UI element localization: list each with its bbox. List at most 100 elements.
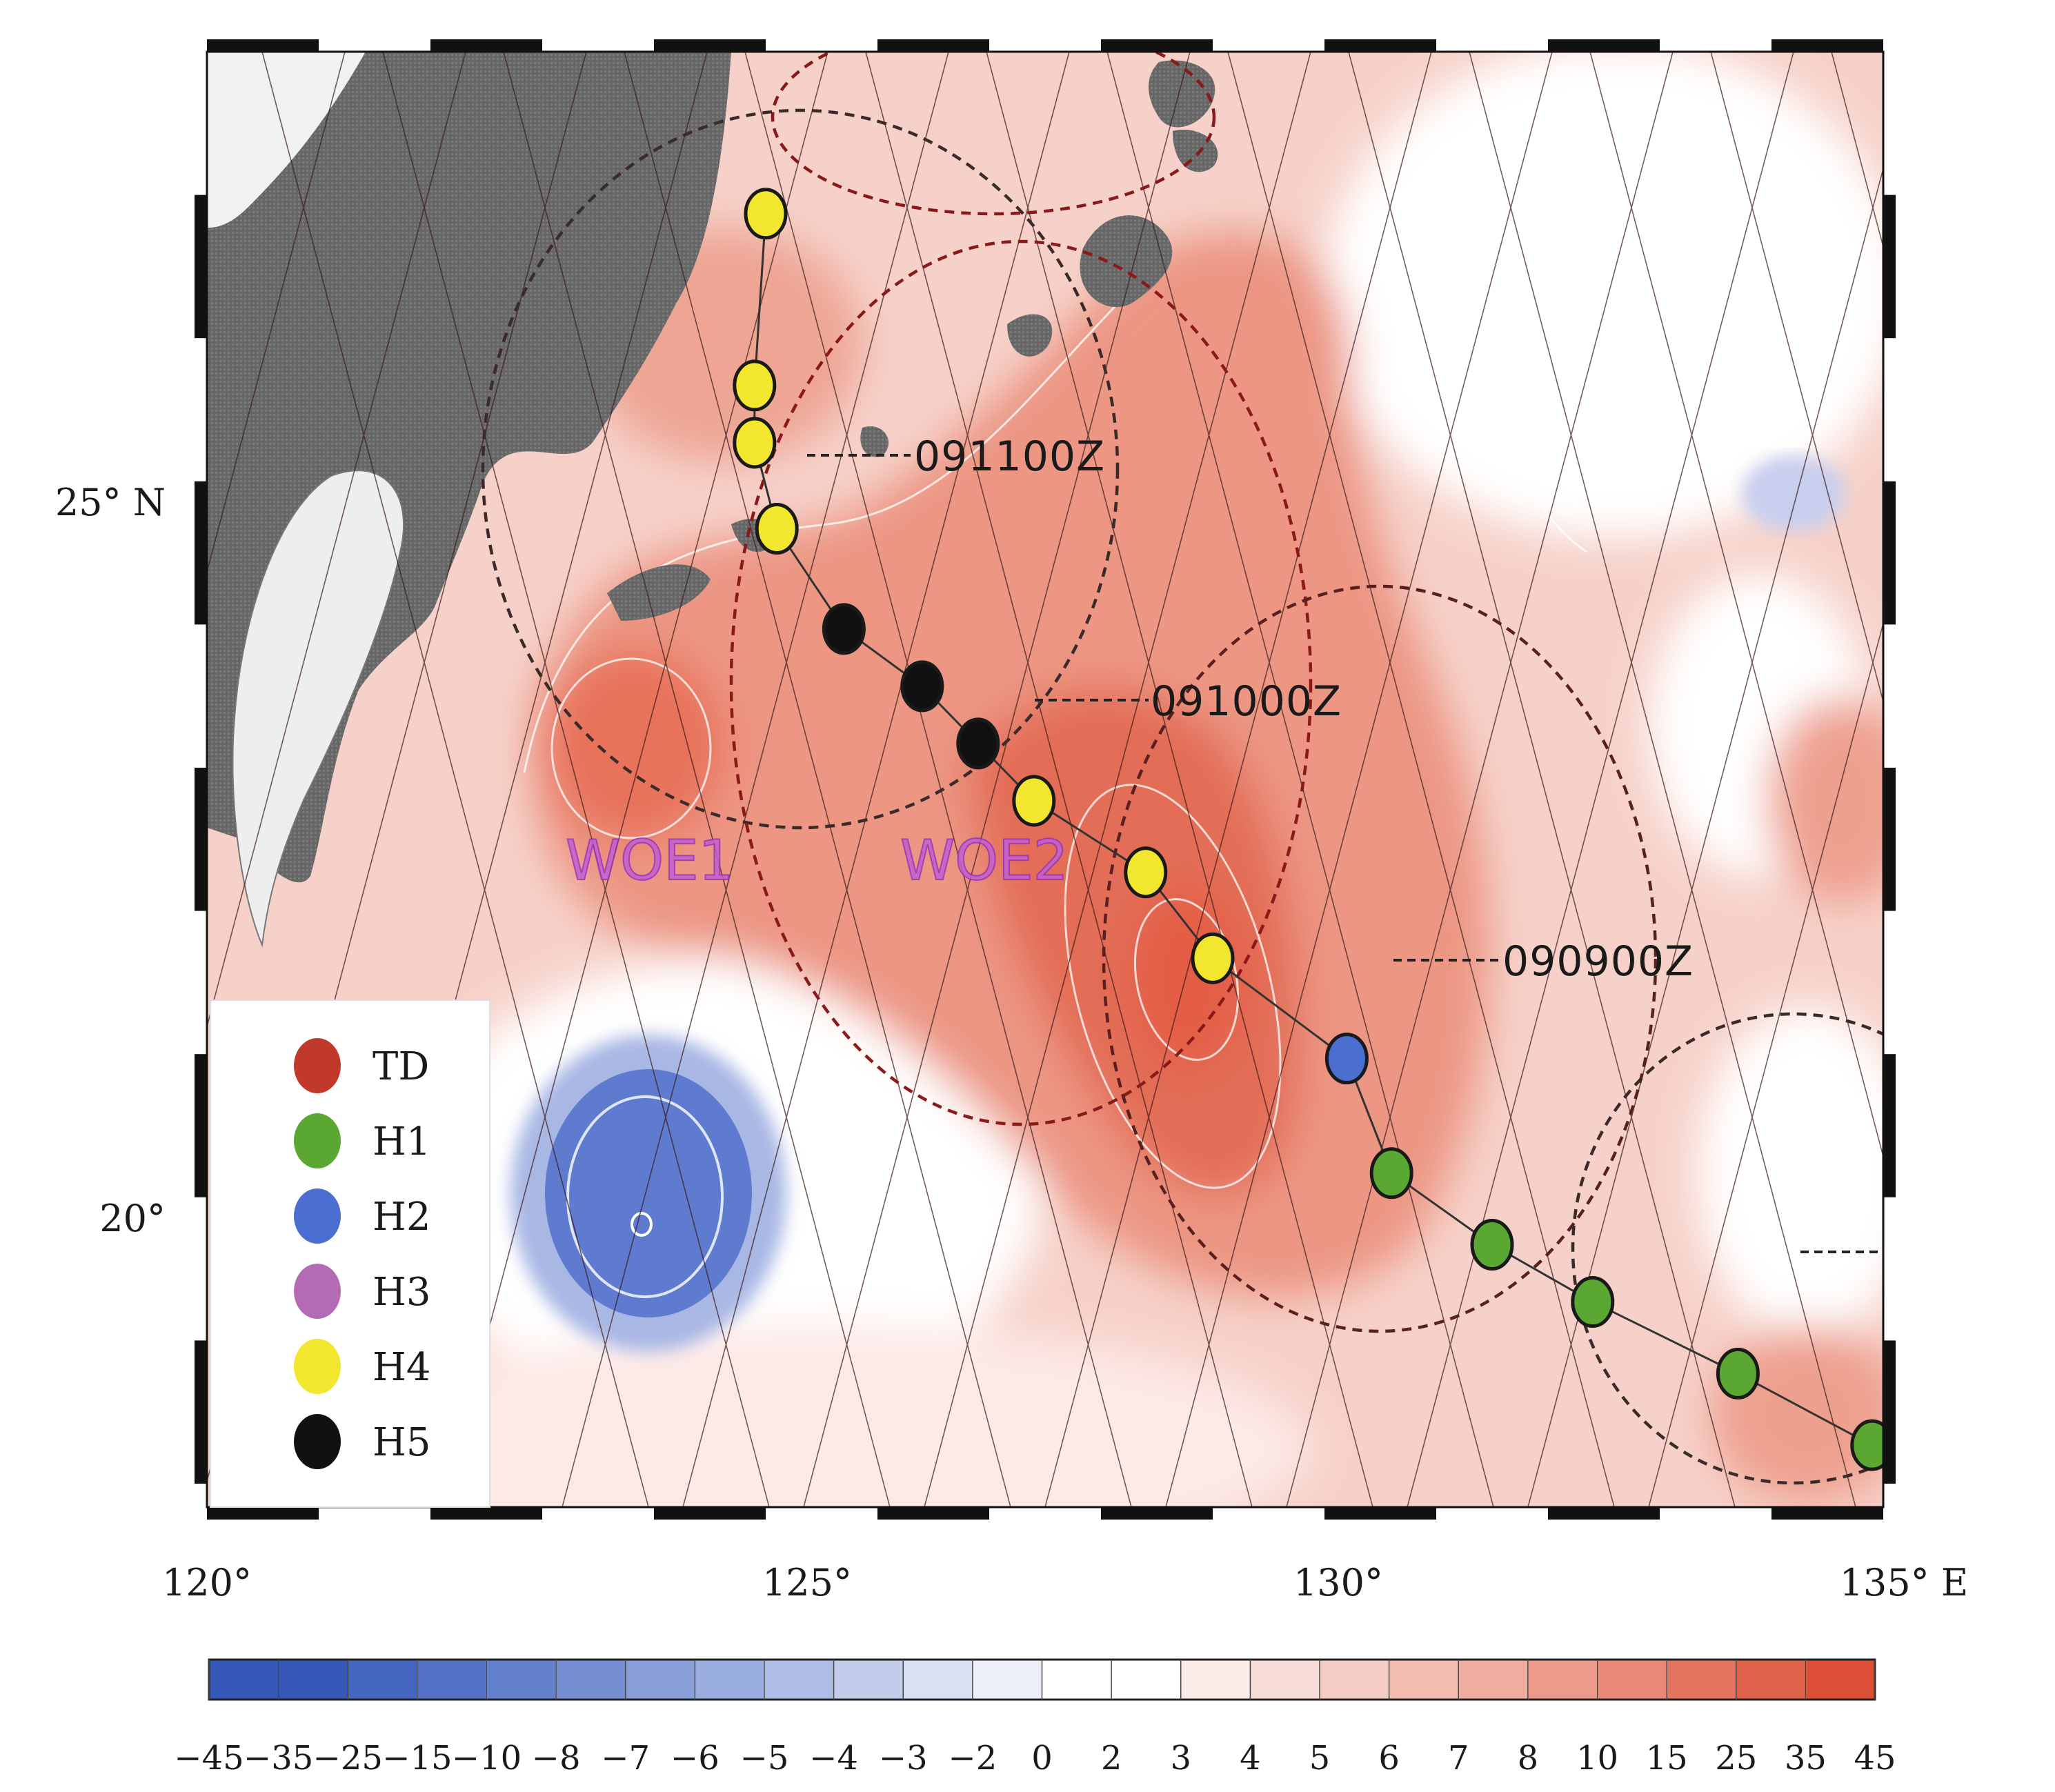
ground-track-ascending <box>1286 52 1674 1507</box>
colorbar-tick-label: −25 <box>313 1739 383 1778</box>
lat-label-25: 25° N <box>55 481 166 524</box>
land <box>207 52 1218 948</box>
storm-position-h1-15 <box>1850 1419 1883 1471</box>
colorbar-cell <box>1111 1659 1182 1700</box>
colorbar-tick-label: 7 <box>1448 1739 1469 1778</box>
storm-position-h4-7 <box>1012 775 1056 827</box>
colorbar-tick-label: −35 <box>244 1739 313 1778</box>
cold-eddy <box>510 1035 786 1352</box>
lat-label-20: 20° <box>99 1197 166 1240</box>
colorbar-cell <box>1249 1659 1320 1700</box>
ground-track-ascending <box>682 52 1070 1507</box>
storm-position-h1-12 <box>1470 1219 1514 1271</box>
axis-labels: 120° 125° 130° 135° E 25° N 20° <box>55 481 1968 1604</box>
time-label-091000z: 091000Z <box>1151 677 1342 726</box>
frame-tick-right <box>1883 768 1896 911</box>
legend-label-h1: H1 <box>373 1119 430 1164</box>
colorbar-tick-label: 6 <box>1378 1739 1400 1778</box>
colorbar-tick-label: −3 <box>879 1739 928 1778</box>
colorbar-tick-label: 25 <box>1715 1739 1757 1778</box>
frame-tick-bottom <box>1548 1507 1660 1520</box>
frame-tick-top <box>877 39 989 52</box>
colorbar-cell <box>625 1659 696 1700</box>
colorbar-tick-label: −10 <box>452 1739 522 1778</box>
ground-track-descending <box>1710 52 1883 704</box>
colorbar-tick-label: 15 <box>1646 1739 1688 1778</box>
colorbar-cell <box>1736 1659 1807 1700</box>
radius-circle <box>1571 1012 1883 1485</box>
storm-position-h4-9 <box>1191 932 1235 984</box>
taiwan <box>232 470 405 948</box>
colorbar-cell <box>1388 1659 1459 1700</box>
storm-position-h5-6 <box>956 717 1000 770</box>
frame-tick-top <box>430 39 542 52</box>
storm-position-h2-10 <box>1324 1033 1369 1085</box>
time-label-091100z: 091100Z <box>914 432 1105 481</box>
colorbar-tick-label: 5 <box>1309 1739 1331 1778</box>
island-e <box>860 426 889 457</box>
ground-track-ascending <box>441 52 828 1507</box>
legend-swatch-h3 <box>294 1264 341 1319</box>
legend-swatch-td <box>294 1038 341 1093</box>
colorbar-tick-label: 10 <box>1576 1739 1618 1778</box>
frame-tick-bottom <box>1324 1507 1436 1520</box>
colorbar-cell <box>694 1659 765 1700</box>
legend-box <box>210 999 490 1508</box>
frame-tick-top <box>1101 39 1213 52</box>
frame-tick-top <box>1548 39 1660 52</box>
legend-swatch-h4 <box>294 1339 341 1394</box>
ground-track-descending <box>624 52 1011 1507</box>
frame-tick-left <box>195 1054 207 1197</box>
frame-tick-bottom <box>1771 1507 1883 1520</box>
colorbar-cell <box>764 1659 835 1700</box>
frame-tick-bottom <box>1101 1507 1213 1520</box>
legend-label-h5: H5 <box>373 1420 430 1465</box>
colorbar-cell <box>1596 1659 1667 1700</box>
lon-label-130: 130° <box>1293 1561 1383 1604</box>
island-yaeyama <box>607 564 711 621</box>
storm-position-h4-0 <box>744 188 788 240</box>
frame-tick-top <box>1771 39 1883 52</box>
frame-tick-right <box>1883 481 1896 625</box>
radius-circle <box>729 239 1313 1126</box>
colorbar-tick-label: 0 <box>1031 1739 1053 1778</box>
colorbar-tick-label: 45 <box>1854 1739 1896 1778</box>
colorbar-cell <box>417 1659 488 1700</box>
colorbar-cell <box>1041 1659 1112 1700</box>
radius-circle <box>481 108 1120 830</box>
legend-label-h3: H3 <box>373 1270 430 1315</box>
label-leaders <box>807 454 1883 1253</box>
ground-track-descending <box>865 52 1253 1507</box>
colorbar-tick-label: −2 <box>948 1739 997 1778</box>
lon-label-135: 135° E <box>1840 1561 1969 1604</box>
legend-label-h4: H4 <box>373 1345 430 1390</box>
ground-track-ascending <box>207 52 466 1029</box>
frame-tick-right <box>1883 1340 1896 1484</box>
island-okinawa-group <box>1080 215 1173 308</box>
anomaly-field <box>345 52 1883 1507</box>
storm-position-h1-11 <box>1369 1147 1413 1199</box>
land-light-patch <box>207 52 366 228</box>
ground-track-descending <box>1952 52 2055 1507</box>
colorbar-cell <box>1458 1659 1529 1700</box>
colorbar-tick-label: −8 <box>532 1739 581 1778</box>
storm-position-h4-2 <box>733 417 777 469</box>
ground-track-descending <box>503 52 891 1507</box>
frame-tick-right <box>1883 195 1896 339</box>
ground-track-ascending <box>1527 166 1883 1507</box>
storm-position-h4-3 <box>755 503 799 555</box>
colorbar-cell <box>1805 1659 1876 1700</box>
legend: TD H1 H2 H3 H4 H5 <box>210 999 490 1508</box>
colorbar-cell <box>555 1659 626 1700</box>
colorbar-cell <box>1180 1659 1251 1700</box>
colorbar-tick-label: −4 <box>809 1739 858 1778</box>
colorbar-tick-label: 4 <box>1240 1739 1261 1778</box>
lon-label-125: 125° <box>762 1561 852 1604</box>
frame-tick-top <box>207 39 319 52</box>
colorbar-tick-label: 3 <box>1170 1739 1191 1778</box>
colorbar-tick-label: 35 <box>1785 1739 1827 1778</box>
storm-position-h5-4 <box>822 603 866 655</box>
lon-label-120: 120° <box>162 1561 252 1604</box>
ground-track-ascending <box>207 52 346 574</box>
